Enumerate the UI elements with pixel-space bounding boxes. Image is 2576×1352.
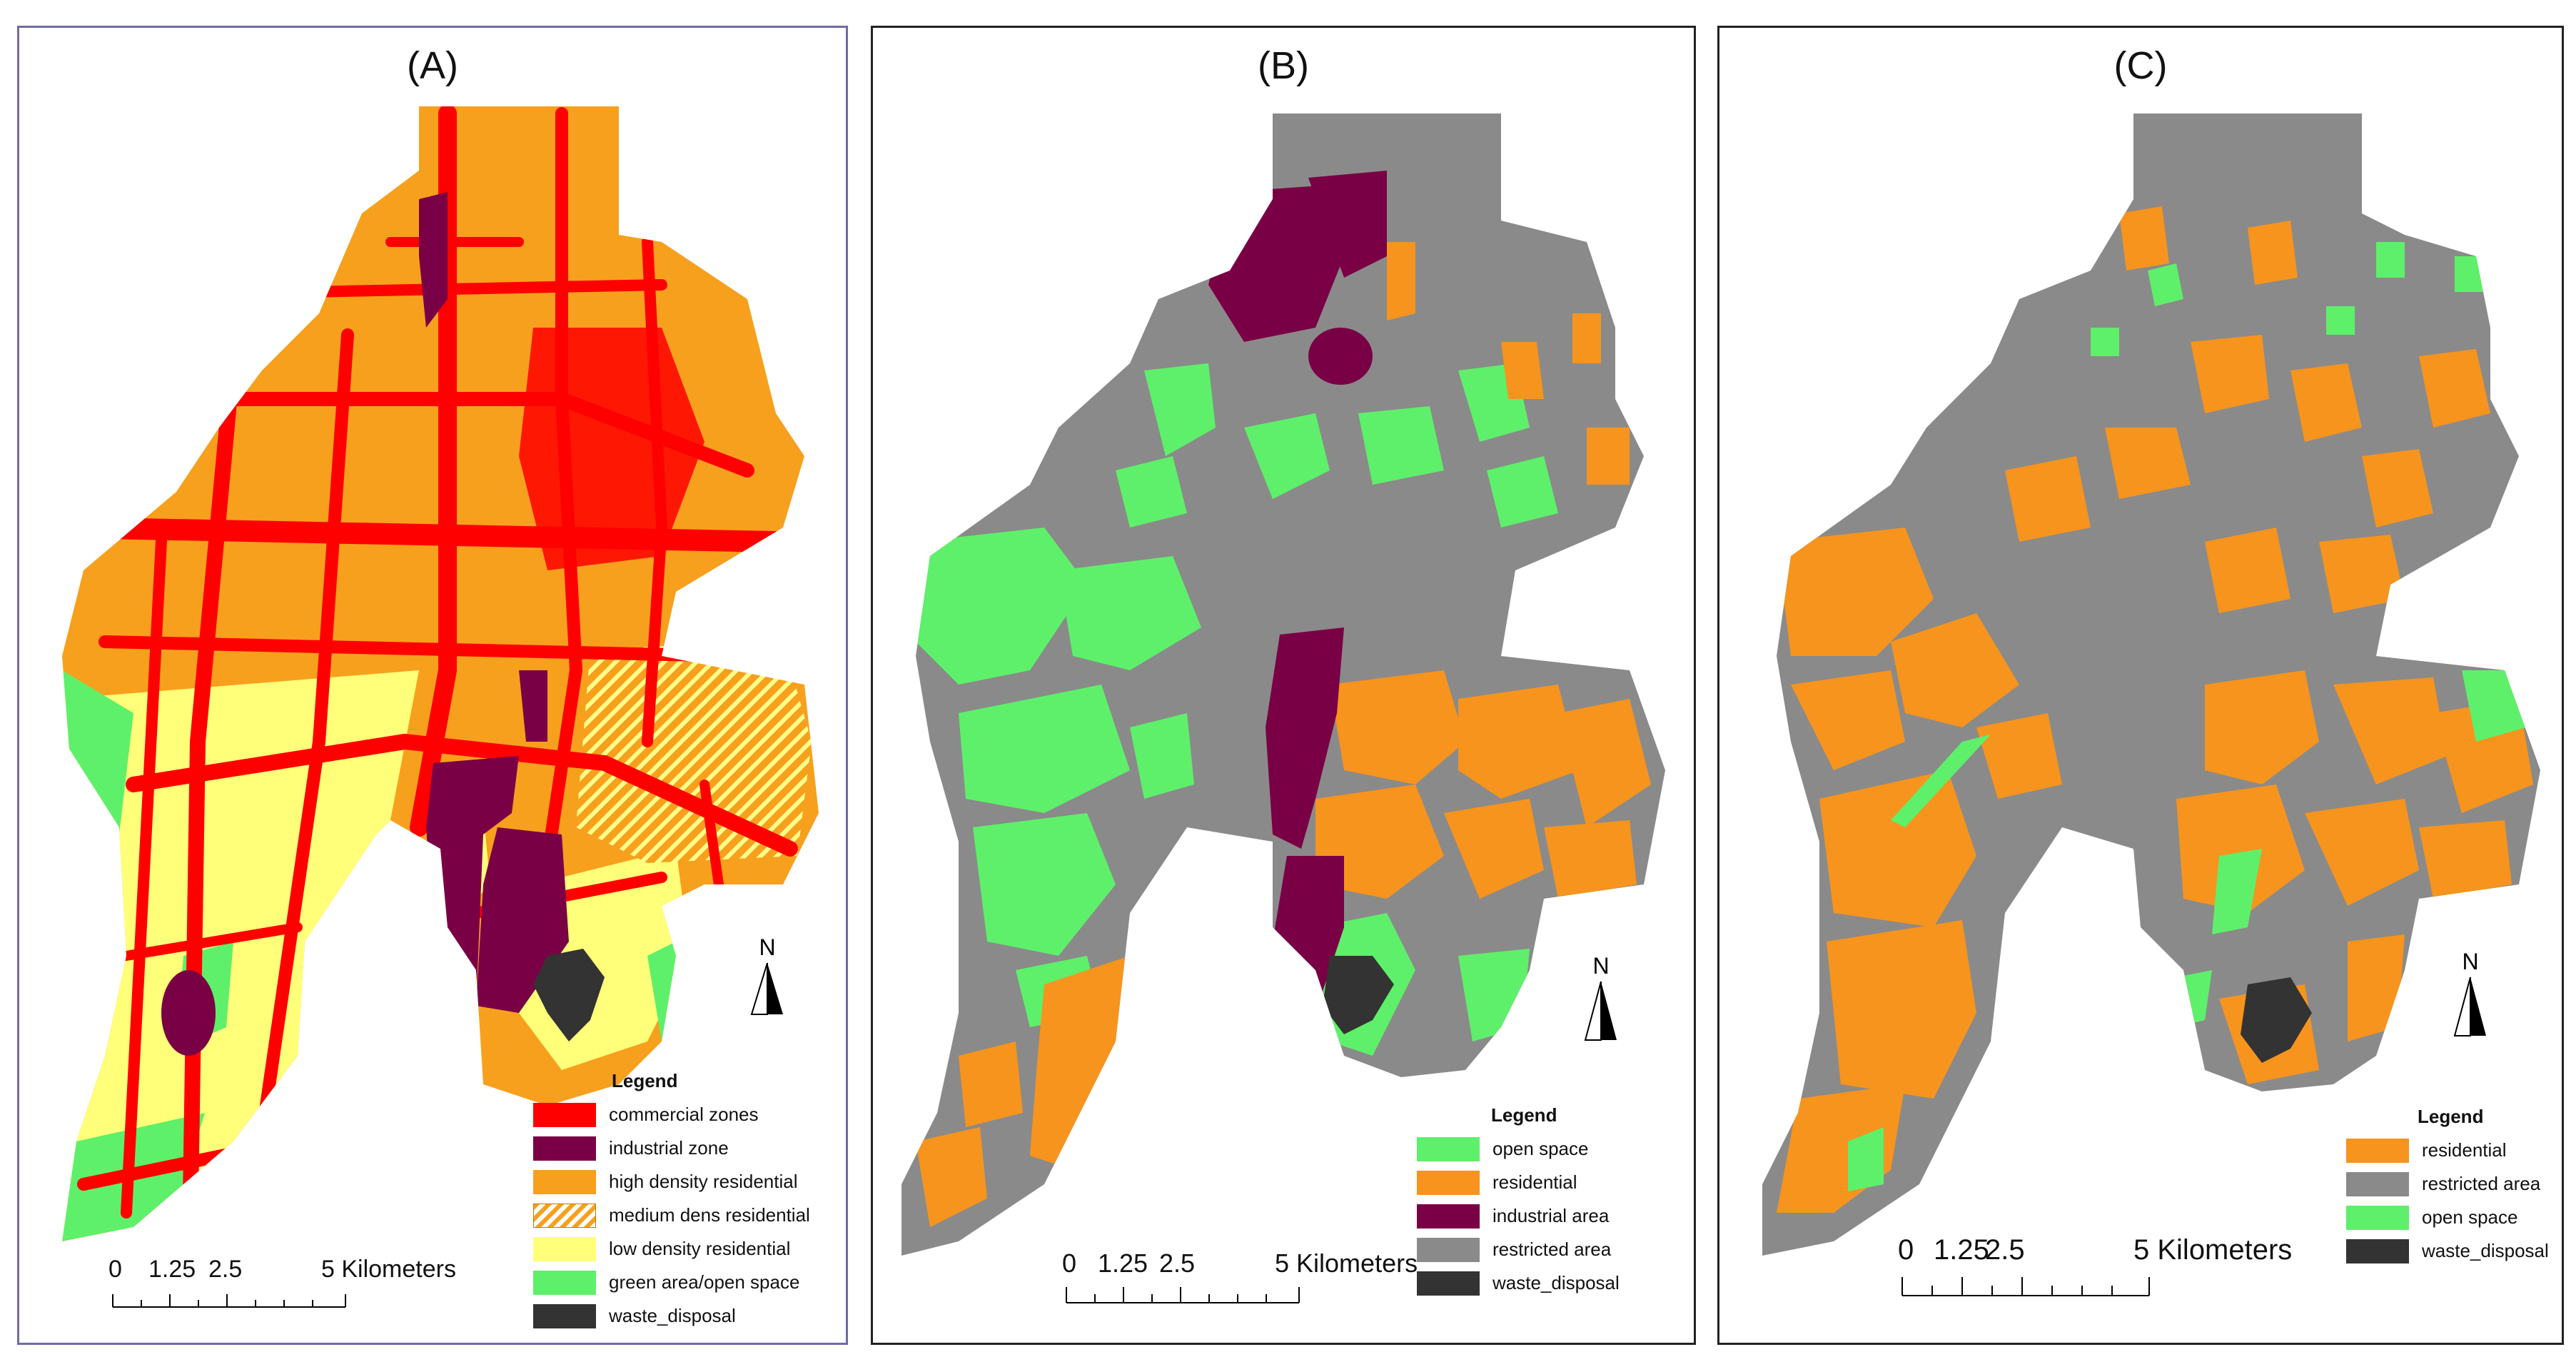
scale-label: 1.25 xyxy=(1098,1248,1148,1278)
legend-item: medium dens residential xyxy=(533,1199,810,1232)
scale-bar: 0 1.25 2.5 5 Kilometers xyxy=(1898,1234,2292,1303)
scale-label: 0 xyxy=(108,1256,122,1283)
legend-swatch xyxy=(2346,1205,2409,1230)
legend-title: Legend xyxy=(1491,1104,1557,1126)
legend-label: commercial zones xyxy=(609,1104,759,1125)
legend: Legend commercial zones industrial zone … xyxy=(533,1070,810,1333)
land-use-map-b xyxy=(901,113,1665,1256)
scale-ruler xyxy=(1901,1277,2150,1296)
legend-label: residential xyxy=(2422,1139,2507,1161)
legend-label: green area/open space xyxy=(609,1271,800,1293)
legend-label: high density residential xyxy=(609,1171,798,1192)
legend: Legend open space residential industrial… xyxy=(1417,1104,1620,1300)
legend-swatch xyxy=(2346,1239,2409,1263)
legend-item: waste_disposal xyxy=(533,1299,810,1333)
scale-label: 5 Kilometers xyxy=(321,1256,456,1283)
legend-swatch xyxy=(533,1136,596,1161)
legend-label: restricted area xyxy=(1492,1239,1612,1260)
north-arrow-shape xyxy=(1584,981,1617,1041)
legend-item: industrial zone xyxy=(533,1131,810,1165)
legend-item: residential xyxy=(2346,1134,2549,1167)
legend-item: green area/open space xyxy=(533,1266,810,1299)
map-panel-c: (C) xyxy=(1717,26,2564,1345)
scale-label: 2.5 xyxy=(1985,1234,2025,1266)
panel-title: (C) xyxy=(2113,44,2168,87)
legend-item: residential xyxy=(1417,1166,1620,1199)
north-label: N xyxy=(759,934,776,960)
land-use-map-c xyxy=(1762,113,2540,1256)
panel-title: (A) xyxy=(407,44,458,87)
legend-item: low density residential xyxy=(533,1232,810,1266)
scale-label: 1.25 xyxy=(1934,1234,1989,1266)
land-use-map-a xyxy=(62,106,819,1241)
legend: Legend residential restricted area open … xyxy=(2346,1106,2549,1268)
legend-title: Legend xyxy=(2418,1106,2484,1127)
legend-item: waste_disposal xyxy=(1417,1266,1620,1300)
legend-swatch xyxy=(533,1203,596,1228)
legend-swatch xyxy=(1417,1136,1480,1161)
north-label: N xyxy=(2462,949,2479,974)
panel-title: (B) xyxy=(1258,44,1309,87)
scale-label: 5 Kilometers xyxy=(1275,1248,1418,1278)
north-arrow-shape xyxy=(750,962,783,1015)
legend-item: commercial zones xyxy=(533,1098,810,1131)
legend-swatch xyxy=(1417,1271,1480,1296)
legend-swatch xyxy=(2346,1138,2409,1163)
scale-label: 1.25 xyxy=(148,1256,196,1283)
legend-swatch xyxy=(533,1303,596,1328)
legend-item: industrial area xyxy=(1417,1199,1620,1233)
scale-label: 2.5 xyxy=(1159,1248,1196,1278)
legend-item: restricted area xyxy=(2346,1167,2549,1201)
north-arrow-icon: N xyxy=(746,934,789,1020)
legend-label: low density residential xyxy=(609,1238,791,1259)
map-panel-a: (A) xyxy=(17,26,848,1345)
legend-label: waste_disposal xyxy=(2422,1240,2549,1261)
legend-swatch xyxy=(533,1169,596,1194)
north-arrow-shape xyxy=(2453,977,2486,1036)
legend-swatch xyxy=(1417,1204,1480,1229)
scale-label: 5 Kilometers xyxy=(2133,1234,2293,1266)
legend-item: high density residential xyxy=(533,1165,810,1199)
legend-swatch xyxy=(533,1102,596,1127)
map-panel-b: (B) xyxy=(871,26,1696,1345)
legend-swatch xyxy=(1417,1237,1480,1262)
scale-label: 0 xyxy=(1898,1234,1914,1266)
legend-label: open space xyxy=(2422,1206,2518,1228)
scale-label: 0 xyxy=(1062,1248,1077,1278)
scale-bar: 0 1.25 2.5 5 Kilometers xyxy=(1062,1248,1418,1309)
scale-ruler xyxy=(1066,1287,1300,1303)
legend-label: waste_disposal xyxy=(609,1305,736,1326)
legend-item: open space xyxy=(1417,1132,1620,1166)
legend-swatch xyxy=(533,1236,596,1261)
legend-swatch xyxy=(1417,1170,1480,1195)
legend-item: restricted area xyxy=(1417,1233,1620,1266)
legend-title: Legend xyxy=(612,1070,678,1091)
legend-label: industrial area xyxy=(1492,1205,1610,1226)
scale-label: 2.5 xyxy=(208,1256,243,1283)
north-arrow-icon: N xyxy=(1580,953,1622,1041)
scale-ruler xyxy=(112,1294,346,1308)
north-arrow-icon: N xyxy=(2449,949,2492,1036)
legend-swatch xyxy=(2346,1171,2409,1196)
legend-swatch xyxy=(533,1270,596,1295)
legend-item: open space xyxy=(2346,1201,2549,1234)
legend-label: medium dens residential xyxy=(609,1204,810,1226)
legend-label: residential xyxy=(1492,1171,1577,1193)
legend-item: waste_disposal xyxy=(2346,1234,2549,1268)
scale-bar: 0 1.25 2.5 5 Kilometers xyxy=(108,1256,456,1313)
legend-label: restricted area xyxy=(2422,1173,2541,1194)
legend-label: waste_disposal xyxy=(1492,1272,1620,1293)
legend-label: industrial zone xyxy=(609,1137,729,1159)
north-label: N xyxy=(1592,953,1610,979)
legend-label: open space xyxy=(1492,1138,1589,1159)
